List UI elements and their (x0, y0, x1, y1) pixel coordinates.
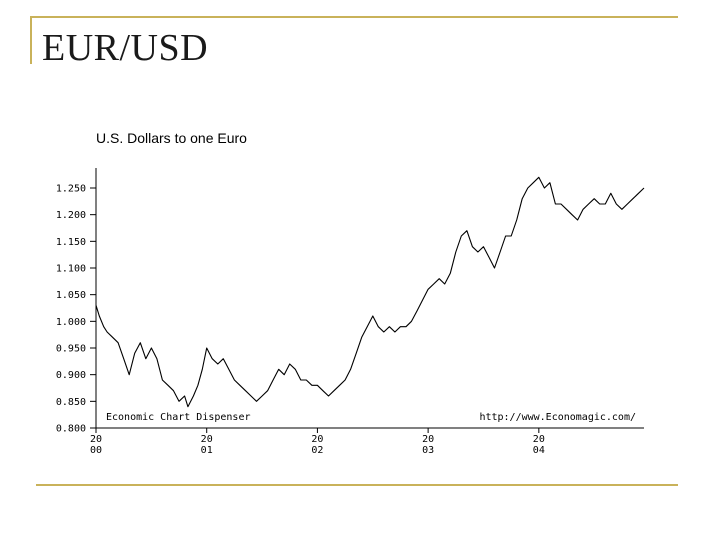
y-tick-label: 0.850 (56, 397, 86, 408)
x-tick-label-bottom: 03 (422, 445, 434, 456)
y-tick-label: 0.800 (56, 424, 86, 435)
x-tick-label-bottom: 02 (311, 445, 323, 456)
y-tick-label: 1.200 (56, 210, 86, 221)
x-tick-label-bottom: 00 (90, 445, 102, 456)
x-tick-label-top: 20 (533, 434, 545, 445)
x-tick-label-top: 20 (422, 434, 434, 445)
y-axis: 1.250 1.200 1.150 1.100 1.050 1.000 0.950 0.900… (56, 168, 97, 435)
y-tick-label: 1.000 (56, 317, 86, 328)
x-tick-label-bottom: 01 (201, 445, 213, 456)
y-tick-label: 1.250 (56, 184, 86, 195)
x-tick-label-top: 20 (201, 434, 213, 445)
source-left-label: Economic Chart Dispenser (106, 412, 251, 423)
bottom-rule (36, 484, 678, 486)
y-tick-label: 1.050 (56, 290, 86, 301)
slide-title: EUR/USD (42, 27, 209, 69)
x-tick-label-bottom: 04 (533, 445, 545, 456)
series-line-0 (95, 176, 645, 408)
source-right-label: http://www.Economagic.com/ (479, 412, 636, 423)
top-rule (30, 16, 678, 18)
x-tick-label-top: 20 (90, 434, 102, 445)
y-tick-label: 0.950 (56, 344, 86, 355)
y-tick-label: 1.150 (56, 237, 86, 248)
chart-title: U.S. Dollars to one Euro (96, 130, 247, 146)
series-group (95, 176, 645, 408)
y-tick-label: 0.900 (56, 370, 86, 381)
left-rule (30, 16, 32, 64)
y-tick-label: 1.100 (56, 264, 86, 275)
x-tick-label-top: 20 (311, 434, 323, 445)
